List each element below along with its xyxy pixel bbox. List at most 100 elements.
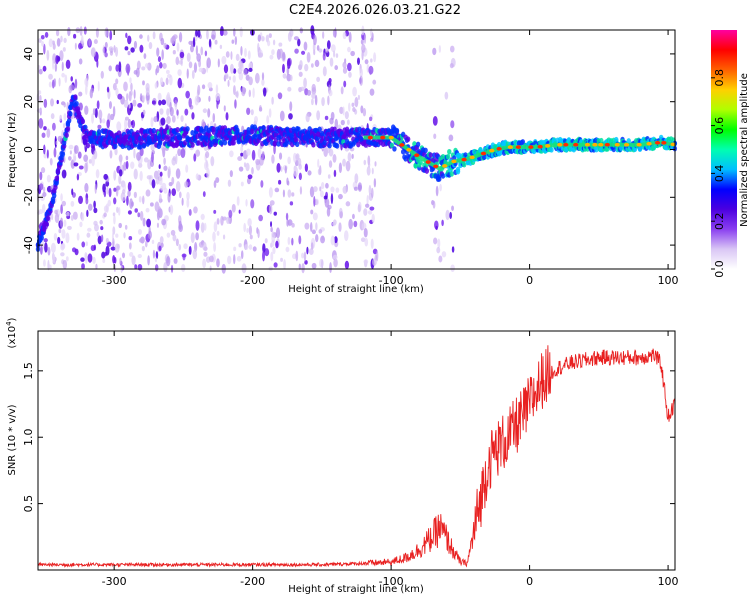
spectrogram-cell: [102, 183, 106, 193]
spectrogram-cell: [192, 36, 196, 48]
spectrogram-cell: [127, 181, 132, 192]
spectrogram-cell: [74, 78, 78, 89]
ridge-cell: [90, 143, 96, 149]
spectrogram-cell: [84, 78, 88, 86]
ridge-cell: [394, 127, 400, 134]
ridge-cell: [549, 147, 554, 153]
snr-line: [37, 345, 676, 568]
spectrogram-cell: [251, 167, 254, 175]
spectrogram-cell: [344, 230, 349, 242]
colorbar-tick-label: 0.4: [713, 165, 726, 183]
ridge-cell: [413, 163, 418, 169]
spectrogram-cell: [216, 217, 220, 225]
spectrogram-cell: [301, 252, 305, 259]
spectrogram-cell: [213, 209, 217, 214]
colorbar-ticks: 0.0 0.2 0.4 0.6 0.8: [711, 69, 726, 278]
spectrogram-cell: [147, 255, 150, 266]
spectrogram-cell: [136, 60, 141, 70]
ridge-cell: [64, 132, 69, 139]
spectrogram-cell: [124, 224, 128, 230]
spectrogram-cell: [103, 173, 109, 180]
spectrogram-cell: [303, 77, 307, 89]
spectrogram-cell: [87, 227, 92, 232]
spectrogram-cell: [106, 86, 110, 93]
spectrogram-cell: [334, 118, 338, 129]
ridge-cell: [177, 135, 183, 141]
spectrogram-cell: [163, 187, 168, 194]
ridge-cell: [428, 152, 433, 158]
spectrogram-cell: [152, 31, 156, 40]
spectrogram-cell: [278, 42, 283, 47]
spectrogram-cell: [312, 186, 318, 193]
spectrogram-cell: [275, 227, 281, 239]
spectrogram-cell: [159, 171, 163, 177]
spectrogram-cell: [171, 157, 177, 166]
spectrogram-cell: [110, 246, 116, 251]
spectrogram-cell: [53, 232, 58, 241]
spectrogram-cell: [270, 251, 274, 262]
spectrogram-cell: [186, 197, 190, 208]
spectrogram-cell: [333, 169, 337, 178]
spectrogram-cell: [270, 221, 273, 228]
spectrogram-cell: [236, 255, 242, 262]
spectrogram-cell: [133, 40, 138, 49]
spectrogram-cell: [328, 89, 333, 97]
spectrogram-cell: [123, 99, 129, 108]
spectrogram-cell: [351, 102, 355, 107]
spectrogram-cell: [113, 187, 117, 192]
spectrogram-cell: [262, 87, 267, 97]
spectrogram-cell: [112, 82, 117, 91]
spectrogram-cell: [151, 239, 155, 245]
ridge-cell: [190, 142, 195, 148]
spectrogram-cell: [58, 77, 61, 87]
y-tick-label: 40: [22, 47, 35, 61]
spectrogram-cell: [172, 34, 178, 40]
spectrogram-cell: [220, 215, 224, 226]
spectrogram-cell: [359, 75, 363, 86]
spectrogram-cell: [332, 254, 338, 260]
spectrogram-cell: [299, 186, 303, 195]
spectrogram-cell: [40, 167, 46, 174]
spectrogram-cell: [83, 154, 89, 162]
spectrogram-cell: [93, 207, 98, 214]
spectrogram-cell: [371, 167, 374, 175]
ridge-cell: [175, 126, 180, 133]
spectrogram-cell: [171, 188, 177, 197]
ridge-cell: [424, 168, 430, 174]
spectrogram-cell: [209, 255, 214, 263]
spectrogram-cell: [67, 225, 72, 230]
spectrogram-cell: [74, 248, 79, 256]
spectrogram-cell: [244, 47, 247, 58]
ridge-cell: [291, 126, 296, 133]
ridge-cell: [637, 146, 643, 152]
spectrogram-cell: [287, 219, 293, 226]
spectrogram-cell: [229, 63, 234, 74]
ridge-peak: [557, 142, 563, 147]
spectrogram-cell: [196, 53, 201, 62]
spectrogram-cell: [335, 53, 339, 58]
spectrogram-cell: [255, 158, 261, 166]
ridge-peak: [573, 142, 579, 147]
spectrogram-cell: [332, 28, 337, 38]
spectrogram-cell: [44, 31, 49, 38]
snr-x-label: Height of straight line (km): [288, 584, 424, 595]
spectrogram-cell: [206, 167, 210, 179]
spectrogram-cell: [60, 204, 63, 215]
spectrogram-cell: [291, 237, 294, 246]
spectrogram-cell: [246, 148, 251, 156]
spectrogram-cell: [88, 159, 92, 164]
spectrogram-cell: [59, 217, 64, 229]
spectrogram-cell: [202, 108, 208, 114]
spectrogram-cell: [147, 230, 152, 240]
x-tick-label: 0: [526, 575, 533, 588]
spectrogram-cell: [235, 90, 239, 99]
spectrogram-cell: [176, 109, 179, 116]
spectrogram-cell: [200, 222, 205, 233]
spectrogram-cell: [163, 157, 166, 165]
ridge-cell: [141, 143, 147, 149]
spectrogram-cell: [255, 73, 258, 84]
spectrogram-cell: [127, 210, 132, 215]
spectrogram-cell: [137, 212, 141, 218]
spectrogram-cell: [115, 46, 119, 57]
spectrogram-cell: [294, 48, 299, 54]
